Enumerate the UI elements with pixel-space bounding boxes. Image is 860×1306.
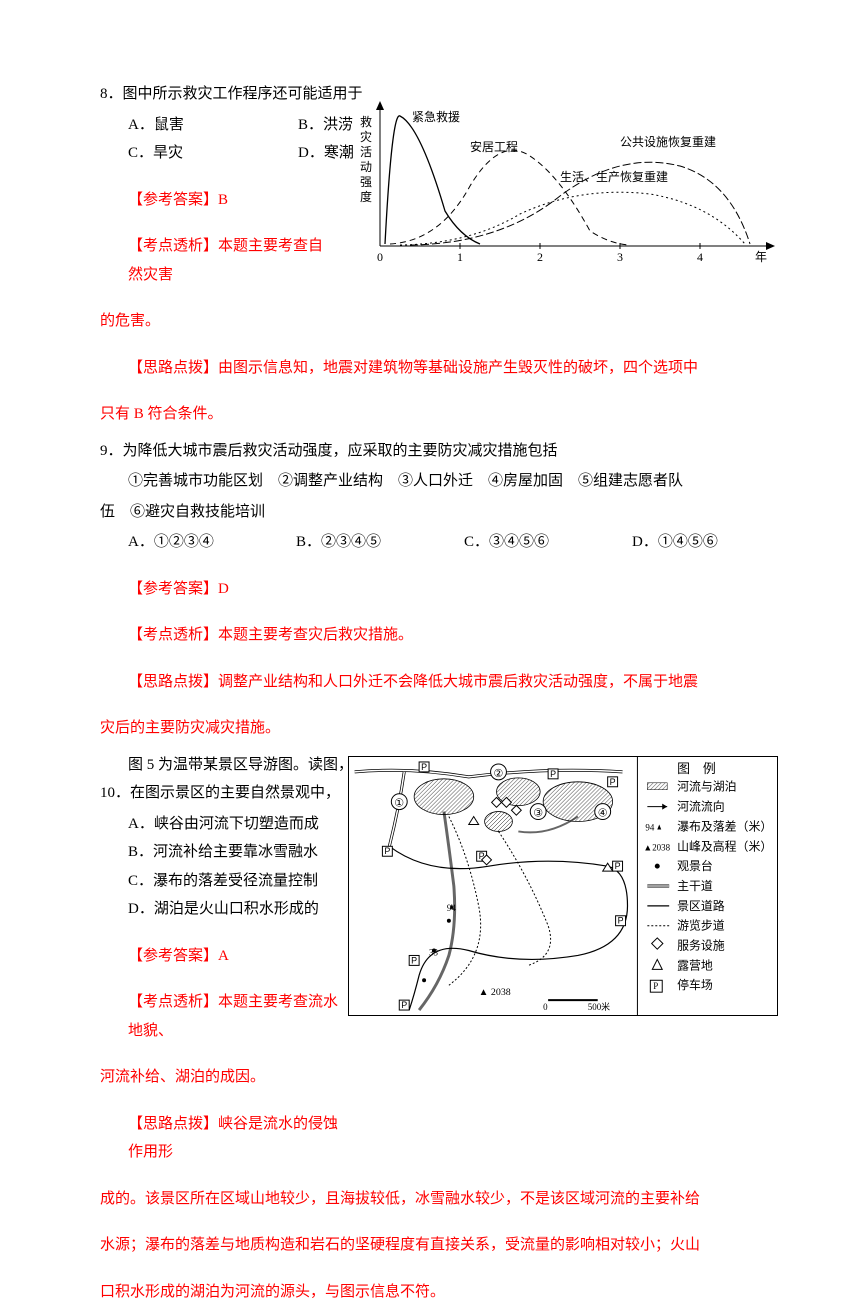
svg-text:活: 活 <box>360 145 372 159</box>
question-9: 9．为降低大城市震后救灾活动强度，应采取的主要防灾减灾措施包括 ①完善城市功能区… <box>100 437 800 743</box>
q10-opt-b: B．河流补给主要靠冰雪融水 <box>100 838 340 867</box>
svg-text:河流与湖泊: 河流与湖泊 <box>677 780 736 794</box>
svg-text:公共设施恢复重建: 公共设施恢复重建 <box>620 135 716 149</box>
q10-tip-line1: 【思路点拨】峡谷是流水的侵蚀作用形 <box>100 1110 340 1167</box>
q9-answer: 【参考答案】D <box>100 575 800 604</box>
q8-tip-line1: 【思路点拨】由图示信息知，地震对建筑物等基础设施产生毁灭性的破坏，四个选项中 <box>100 354 800 383</box>
kd-text: 本题主要考查灾后救灾措施。 <box>218 627 413 643</box>
q10-answer: 【参考答案】A <box>100 942 340 971</box>
svg-text:度: 度 <box>360 189 372 204</box>
q9-stem: 9．为降低大城市震后救灾活动强度，应采取的主要防灾减灾措施包括 <box>100 437 800 466</box>
q9-options: A．①②③④ B．②③④⑤ C．③④⑤⑥ D．①④⑤⑥ <box>100 528 800 557</box>
svg-text:2: 2 <box>537 250 543 264</box>
svg-text:P: P <box>401 1000 407 1010</box>
svg-text:①: ① <box>394 798 404 810</box>
q10-tip-line2: 成的。该景区所在区域山地较少，且海拔较低，冰雪融水较少，不是该区域河流的主要补给 <box>100 1185 800 1214</box>
q9-opt-c: C．③④⑤⑥ <box>464 528 632 557</box>
tip-text: 调整产业结构和人口外迁不会降低大城市震后救灾活动强度，不属于地震 <box>218 674 698 690</box>
svg-text:▲2038: ▲2038 <box>643 842 670 852</box>
q10-opt-d: D．湖泊是火山口积水形成的 <box>100 895 340 924</box>
answer-label: 【参考答案】 <box>128 581 218 597</box>
tip-label: 【思路点拨】 <box>128 360 218 376</box>
svg-text:④: ④ <box>598 808 608 820</box>
q9-opt-d: D．①④⑤⑥ <box>632 528 800 557</box>
svg-text:河流流向: 河流流向 <box>677 800 725 814</box>
q10-tip-line4: 口积水形成的湖泊为河流的源头，与图示信息不符。 <box>100 1278 800 1306</box>
tip-label: 【思路点拨】 <box>128 674 218 690</box>
q8-kd-line1: 【考点透析】本题主要考查自然灾害 <box>100 232 330 289</box>
svg-text:③: ③ <box>533 808 543 820</box>
scenic-area-map: P P P P P P P P P ① ② ③ ④ 94 3 <box>348 756 778 1016</box>
kd-label: 【考点透析】 <box>128 238 218 254</box>
svg-text:0: 0 <box>543 1002 548 1012</box>
q9-kd: 【考点透析】本题主要考查灾后救灾措施。 <box>100 621 800 650</box>
svg-text:P: P <box>421 762 427 772</box>
svg-text:33: 33 <box>429 947 438 957</box>
svg-text:观景台: 观景台 <box>677 859 713 873</box>
q9-tip-line1: 【思路点拨】调整产业结构和人口外迁不会降低大城市震后救灾活动强度，不属于地震 <box>100 668 800 697</box>
svg-text:安居工程: 安居工程 <box>470 139 518 154</box>
q8-tip-line2: 只有 B 符合条件。 <box>100 400 800 429</box>
svg-text:灾: 灾 <box>360 129 372 144</box>
svg-text:P: P <box>384 846 390 856</box>
svg-text:山峰及高程（米）: 山峰及高程（米） <box>677 839 772 853</box>
q9-tip-line2: 灾后的主要防灾减灾措施。 <box>100 714 800 743</box>
q9-opt-a: A．①②③④ <box>128 528 296 557</box>
q8-options-row2: C．旱灾 D．寒潮 <box>100 139 330 168</box>
svg-text:3: 3 <box>617 250 623 264</box>
q8-kd-line2: 的危害。 <box>100 307 800 336</box>
q10-kd-line1: 【考点透析】本题主要考查流水地貌、 <box>100 988 340 1045</box>
svg-text:年: 年 <box>755 250 767 264</box>
q9-items2: 伍 ⑥避灾自救技能培训 <box>100 498 800 527</box>
tip-label: 【思路点拨】 <box>128 1116 218 1132</box>
q8-options-row1: A．鼠害 B．洪涝 <box>100 111 330 140</box>
svg-text:紧急救援: 紧急救援 <box>412 109 460 124</box>
svg-text:500米: 500米 <box>588 1001 610 1012</box>
svg-text:强: 强 <box>360 175 372 189</box>
chart-ylabel: 救 <box>360 114 372 129</box>
svg-text:94: 94 <box>645 822 654 832</box>
answer-value: A <box>218 948 229 964</box>
svg-text:P: P <box>610 777 616 787</box>
disaster-relief-chart: 救 灾 活 动 强 度 0 1 2 3 4 年 紧急救援 安居工程 公共设施恢复… <box>350 96 780 276</box>
kd-label: 【考点透析】 <box>128 627 218 643</box>
answer-value: B <box>218 192 228 208</box>
svg-text:景区道路: 景区道路 <box>677 899 725 913</box>
svg-text:P: P <box>550 769 556 779</box>
q9-items: ①完善城市功能区划 ②调整产业结构 ③人口外迁 ④房屋加固 ⑤组建志愿者队 <box>100 467 800 496</box>
q8-opt-c: C．旱灾 <box>128 139 208 168</box>
svg-text:瀑布及落差（米）: 瀑布及落差（米） <box>677 819 772 833</box>
q9-opt-b: B．②③④⑤ <box>296 528 464 557</box>
svg-text:主干道: 主干道 <box>677 879 713 893</box>
answer-label: 【参考答案】 <box>128 948 218 964</box>
svg-text:露营地: 露营地 <box>677 958 713 972</box>
svg-text:生活、生产恢复重建: 生活、生产恢复重建 <box>560 170 668 184</box>
svg-text:②: ② <box>494 768 504 780</box>
svg-text:▲ 2038: ▲ 2038 <box>479 987 511 998</box>
svg-text:图 例: 图 例 <box>677 762 716 776</box>
svg-text:0: 0 <box>377 250 383 264</box>
svg-text:1: 1 <box>457 250 463 264</box>
svg-text:P: P <box>615 861 621 871</box>
svg-text:P: P <box>653 981 658 991</box>
q8-answer: 【参考答案】B <box>100 186 330 215</box>
q10-opt-c: C．瀑布的落差受径流量控制 <box>100 867 340 896</box>
svg-text:游览步道: 游览步道 <box>677 919 725 933</box>
svg-text:动: 动 <box>360 160 372 174</box>
kd-label: 【考点透析】 <box>128 994 218 1010</box>
svg-text:4: 4 <box>697 250 703 264</box>
q10-tip-line3: 水源；瀑布的落差与地质构造和岩石的坚硬程度有直接关系，受流量的影响相对较小；火山 <box>100 1231 800 1260</box>
answer-value: D <box>218 581 229 597</box>
svg-text:P: P <box>411 955 417 965</box>
q10-kd-line2: 河流补给、湖泊的成因。 <box>100 1063 340 1092</box>
svg-text:停车场: 停车场 <box>677 978 713 992</box>
svg-text:P: P <box>618 916 624 926</box>
answer-label: 【参考答案】 <box>128 192 218 208</box>
q10-opt-a: A．峡谷由河流下切塑造而成 <box>100 810 340 839</box>
svg-text:服务设施: 服务设施 <box>677 939 725 953</box>
q8-opt-a: A．鼠害 <box>128 111 208 140</box>
tip-text: 由图示信息知，地震对建筑物等基础设施产生毁灭性的破坏，四个选项中 <box>218 360 698 376</box>
